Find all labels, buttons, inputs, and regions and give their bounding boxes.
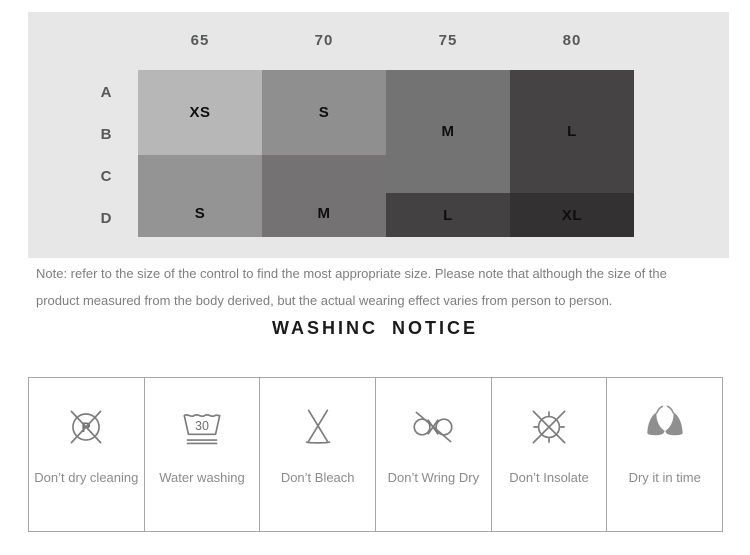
care-item-no-wring-dry: Don’t Wring Dry: [376, 378, 492, 531]
size-value: L: [567, 123, 577, 140]
size-column-75: M L: [386, 70, 510, 237]
wash-temperature: 30: [195, 419, 209, 433]
size-note-line-1: Note: refer to the size of the control t…: [36, 266, 667, 281]
dry-in-time-icon bra-icon: [646, 405, 683, 436]
no-insolate-icon: [532, 410, 566, 444]
size-value: XS: [189, 104, 211, 121]
size-column-80: L XL: [510, 70, 634, 237]
care-label: Don’t Insolate: [509, 470, 589, 485]
size-cell-65-cd: S: [138, 155, 262, 237]
column-header-65: 65: [190, 32, 210, 49]
size-value: M: [441, 123, 455, 140]
size-chart: 65 70 75 80 A B C D XS S S: [28, 12, 729, 258]
size-cell-65-ab: XS: [138, 70, 262, 155]
care-item-no-bleach: Don’t Bleach: [260, 378, 377, 531]
size-value: L: [443, 206, 453, 224]
size-note-line-2: product measured from the body derived, …: [36, 293, 613, 308]
care-item-dry-in-time: Dry it in time: [607, 378, 722, 531]
size-cell-80-abc: L: [510, 70, 634, 193]
size-cell-80-d: XL: [510, 193, 634, 237]
care-label: Water washing: [159, 470, 245, 485]
care-label: Don’t dry cleaning: [34, 470, 139, 485]
column-header-80: 80: [562, 32, 582, 49]
no-wring-dry-icon: [413, 411, 453, 443]
size-note: Note: refer to the size of the control t…: [36, 260, 748, 314]
care-label: Don’t Bleach: [280, 470, 355, 485]
care-item-no-insolate: Don’t Insolate: [492, 378, 608, 531]
washing-notice-title: WASHINC NOTICE: [271, 318, 478, 338]
no-bleach-icon: [305, 409, 330, 444]
size-cell-75-abc: M: [386, 70, 510, 193]
size-value: S: [318, 104, 330, 121]
size-cell-75-d: L: [386, 193, 510, 237]
row-label-d: D: [100, 209, 112, 227]
row-label-a: A: [100, 84, 112, 102]
size-value: M: [317, 205, 331, 222]
size-column-65: XS S: [138, 70, 262, 237]
size-column-70: S M: [262, 70, 386, 237]
column-header-75: 75: [438, 32, 458, 49]
row-label-b: B: [100, 126, 112, 144]
size-cell-70-ab: S: [262, 70, 386, 155]
size-chart-row-labels: A B C D: [86, 72, 126, 239]
size-value: XL: [561, 206, 583, 224]
size-chart-grid: XS S S M M L: [138, 70, 634, 237]
care-item-no-dry-cleaning: P Don’t dry cleaning: [29, 378, 145, 531]
washing-notice-table: P Don’t dry cleaning 30 Water washing Do…: [28, 377, 723, 532]
row-label-c: C: [100, 167, 112, 185]
no-dry-cleaning-icon: P: [70, 410, 102, 444]
size-value: S: [194, 205, 206, 222]
size-chart-column-headers: 65 70 75 80: [138, 32, 634, 49]
size-cell-70-cd: M: [262, 155, 386, 237]
care-item-water-washing: 30 Water washing: [145, 378, 261, 531]
care-label: Don’t Wring Dry: [387, 470, 480, 485]
water-washing-icon: 30: [183, 413, 221, 445]
care-label: Dry it in time: [628, 470, 701, 485]
column-header-70: 70: [314, 32, 334, 49]
